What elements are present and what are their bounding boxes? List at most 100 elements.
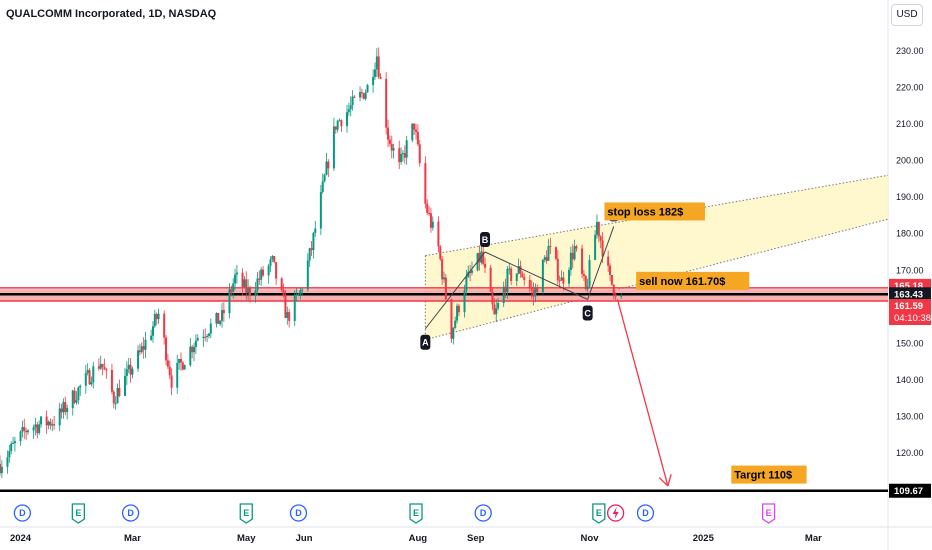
pattern-leg	[587, 226, 615, 300]
candle-body	[345, 112, 348, 127]
time-axis[interactable]: 2024 Mar May Jun Aug Sep Nov 2025 Mar	[10, 533, 822, 544]
candle-body	[327, 161, 330, 169]
x-tick-label: Mar	[805, 533, 822, 544]
candle-body	[379, 76, 382, 79]
pattern-leg	[424, 251, 486, 330]
candle-body	[573, 246, 576, 260]
candle-body	[558, 280, 561, 282]
candle-body	[273, 256, 276, 263]
dividend-marker	[13, 504, 32, 522]
dividend-marker	[121, 504, 140, 522]
candle-body	[140, 346, 143, 353]
candle-body	[280, 278, 283, 290]
candle-body	[323, 174, 326, 182]
candle-body	[562, 277, 565, 284]
candle-body	[400, 153, 403, 163]
annotation-text: sell now 161.70$	[639, 276, 725, 288]
candle-body	[418, 144, 421, 164]
candle-body	[508, 268, 511, 270]
candle-body	[49, 421, 52, 426]
y-tick-label: 210.00	[896, 119, 924, 129]
dividend-marker-label: D	[127, 508, 134, 518]
candle-body	[88, 370, 91, 385]
candle-body	[463, 290, 466, 313]
candle-body	[582, 273, 585, 277]
candle-body	[21, 426, 24, 432]
candle-body	[390, 143, 393, 151]
price-label-box	[889, 299, 931, 326]
candle-body	[258, 278, 261, 280]
candle-body	[510, 268, 513, 282]
candle-body	[75, 400, 78, 403]
candle-body	[66, 408, 69, 413]
candle-body	[275, 262, 278, 279]
candle-body	[125, 369, 128, 376]
candle-body	[166, 360, 169, 367]
candle-body	[597, 222, 600, 237]
candle-body	[112, 391, 115, 404]
candle-body	[116, 388, 119, 404]
candle-body	[8, 450, 11, 458]
candle-body	[545, 257, 548, 261]
candle-body	[163, 313, 166, 338]
candle-body	[586, 286, 589, 290]
currency-button[interactable]: USD	[891, 4, 923, 26]
candle-body	[62, 402, 65, 413]
annotation-box	[731, 465, 807, 484]
candle-body	[416, 131, 419, 145]
earnings-marker-label: E	[596, 508, 602, 518]
y-tick-label: 230.00	[896, 46, 924, 56]
candle-body	[444, 277, 447, 300]
candle-body	[295, 294, 298, 296]
candle-body	[575, 246, 578, 249]
candle-body	[123, 375, 126, 396]
annotations: stop loss 182$ sell now 161.70$ Targrt 110…	[604, 202, 807, 487]
candle-body	[297, 294, 300, 296]
y-tick-label: 190.00	[896, 192, 924, 202]
earnings-marker	[409, 503, 423, 524]
candle-body	[245, 279, 248, 293]
pattern-point-badge	[480, 232, 491, 247]
candle-body	[288, 312, 291, 321]
price-axis[interactable]: 230.00 220.00 210.00 200.00 190.00 180.00 170.…	[889, 46, 931, 498]
candle-body	[452, 327, 455, 339]
candle-body	[73, 390, 76, 403]
candle-body	[97, 366, 100, 369]
candle-body	[138, 350, 141, 353]
pattern-leg	[484, 251, 588, 300]
channel-layer	[424, 174, 889, 341]
earnings-marker	[239, 503, 253, 524]
candle-body	[248, 287, 251, 296]
candle-body	[234, 274, 237, 284]
target-arrow-head	[658, 477, 669, 487]
price-label-countdown: 04:10:38	[894, 313, 931, 324]
candle-body	[103, 367, 106, 370]
candle-body	[142, 346, 145, 350]
candle-body	[347, 109, 350, 113]
candle-body	[129, 364, 132, 375]
target-arrow-head	[667, 474, 672, 487]
candle-body	[23, 426, 26, 431]
candle-body	[36, 424, 39, 434]
candle-body	[314, 228, 317, 233]
candle-body	[286, 312, 289, 318]
dividend-marker	[289, 504, 308, 522]
candle-body	[92, 366, 95, 383]
candle-body	[465, 277, 468, 291]
x-tick-label: Mar	[124, 533, 141, 544]
y-tick-label: 180.00	[896, 229, 924, 239]
price-label-value: 161.59	[894, 301, 923, 312]
dividend-marker-label: D	[642, 508, 649, 518]
candle-body	[489, 267, 492, 292]
candle-body	[191, 346, 194, 353]
earnings-marker	[592, 503, 606, 524]
candle-body	[40, 416, 43, 425]
candle-body	[547, 246, 550, 261]
earnings-marker	[71, 503, 86, 524]
candle-body	[506, 268, 509, 293]
candle-body	[349, 105, 352, 110]
candle-body	[556, 258, 559, 281]
candle-body	[403, 153, 406, 158]
